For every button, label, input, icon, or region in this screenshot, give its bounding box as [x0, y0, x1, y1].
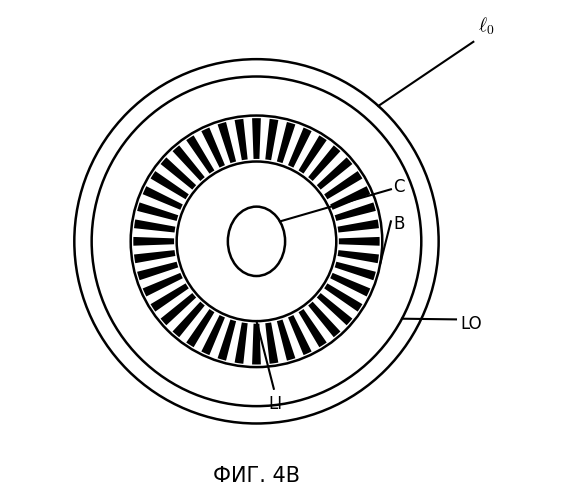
Polygon shape	[277, 122, 295, 163]
Polygon shape	[218, 122, 236, 163]
Polygon shape	[334, 202, 376, 221]
Polygon shape	[137, 262, 179, 280]
Text: LO: LO	[460, 314, 482, 332]
Polygon shape	[201, 315, 225, 355]
Text: $\ell_0$: $\ell_0$	[477, 16, 494, 38]
Polygon shape	[266, 322, 279, 364]
Polygon shape	[298, 136, 327, 173]
Polygon shape	[143, 273, 183, 296]
Polygon shape	[172, 302, 205, 337]
Polygon shape	[330, 273, 370, 296]
Polygon shape	[334, 262, 376, 280]
Polygon shape	[160, 158, 196, 190]
Polygon shape	[317, 158, 353, 190]
Text: ФИГ. 4В: ФИГ. 4В	[213, 466, 300, 485]
Polygon shape	[160, 293, 196, 326]
Polygon shape	[277, 320, 295, 360]
Polygon shape	[266, 119, 279, 160]
Polygon shape	[150, 171, 189, 200]
Polygon shape	[186, 136, 215, 173]
Polygon shape	[308, 302, 340, 337]
Polygon shape	[324, 171, 362, 200]
Polygon shape	[133, 237, 174, 246]
Polygon shape	[308, 146, 340, 181]
Polygon shape	[330, 186, 370, 210]
Polygon shape	[186, 309, 215, 348]
Text: LI: LI	[268, 395, 282, 413]
Polygon shape	[201, 128, 225, 168]
Polygon shape	[252, 118, 261, 159]
Text: B: B	[394, 215, 405, 233]
Polygon shape	[150, 284, 189, 312]
Polygon shape	[339, 237, 380, 246]
Polygon shape	[317, 293, 353, 326]
Polygon shape	[137, 202, 179, 221]
Polygon shape	[337, 220, 379, 232]
Polygon shape	[143, 186, 183, 210]
Text: C: C	[394, 178, 405, 196]
Polygon shape	[234, 322, 247, 364]
Polygon shape	[218, 320, 236, 360]
Polygon shape	[337, 250, 379, 263]
Polygon shape	[252, 324, 261, 364]
Polygon shape	[324, 284, 362, 312]
Polygon shape	[298, 309, 327, 348]
Polygon shape	[234, 119, 247, 160]
Polygon shape	[134, 250, 175, 263]
Polygon shape	[172, 146, 205, 181]
Polygon shape	[134, 220, 175, 232]
Polygon shape	[288, 128, 312, 168]
Polygon shape	[288, 315, 312, 355]
